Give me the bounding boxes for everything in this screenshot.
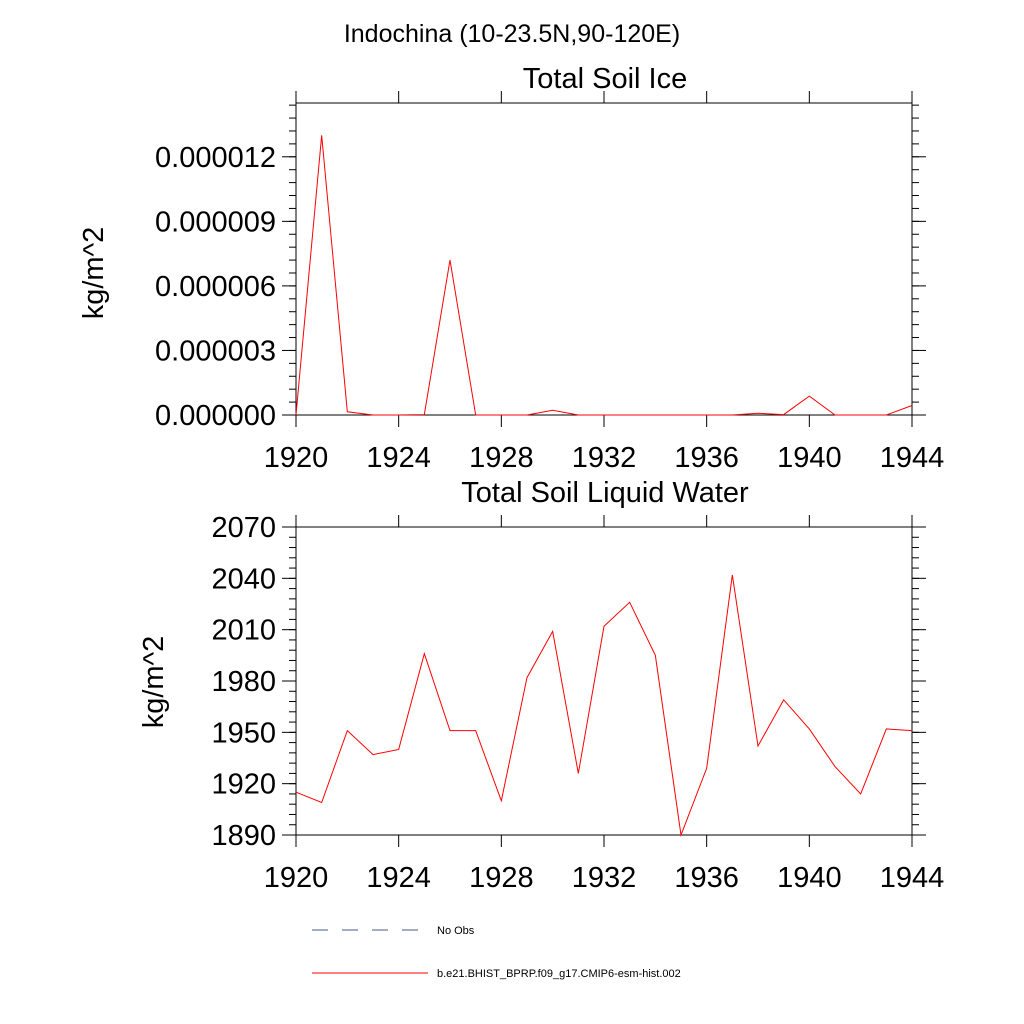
plot-frame: [295, 526, 913, 836]
y-axis-label: kg/m^2: [78, 227, 110, 320]
y-tick-label: 0.000000: [155, 400, 276, 432]
legend-label-model: b.e21.BHIST_BPRP.f09_g17.CMIP6-esm-hist.…: [437, 968, 681, 980]
y-tick-label: 0.000006: [155, 271, 276, 303]
chart-title: Total Soil Ice: [523, 63, 687, 95]
figure-title: Indochina (10-23.5N,90-120E): [344, 20, 680, 48]
x-tick-label: 1928: [469, 442, 534, 474]
chart-panel-total-soil-liquid-water: Total Soil Liquid Water kg/m^2 1920 1924 1…: [138, 477, 944, 894]
x-tick-label: 1936: [674, 442, 739, 474]
y-axis-label: kg/m^2: [138, 636, 170, 729]
x-tick-label: 1924: [366, 862, 431, 894]
y-tick-label: 2040: [211, 563, 276, 595]
legend-label-no-obs: No Obs: [437, 925, 475, 937]
y-tick-label: 1890: [211, 820, 276, 852]
y-tick-label: 1920: [211, 769, 276, 801]
y-tick-label: 0.000009: [155, 206, 276, 238]
x-tick-label: 1924: [366, 442, 431, 474]
legend: No Obs b.e21.BHIST_BPRP.f09_g17.CMIP6-es…: [312, 925, 681, 980]
x-tick-label: 1932: [572, 862, 637, 894]
x-tick-label: 1932: [572, 442, 637, 474]
y-tick-label: 0.000003: [155, 335, 276, 367]
x-tick-label: 1920: [264, 862, 329, 894]
y-tick-label: 2070: [211, 512, 276, 544]
y-tick-label: 0.000012: [155, 142, 276, 174]
x-tick-label: 1928: [469, 862, 534, 894]
x-tick-label: 1940: [777, 862, 842, 894]
y-tick-label: 2010: [211, 615, 276, 647]
y-tick-label: 1950: [211, 717, 276, 749]
x-tick-label: 1936: [674, 862, 739, 894]
x-tick-label: 1940: [777, 442, 842, 474]
series-line: [295, 574, 913, 837]
x-tick-label: 1944: [880, 862, 945, 894]
x-tick-label: 1944: [880, 442, 945, 474]
x-tick-label: 1920: [264, 442, 329, 474]
chart-title: Total Soil Liquid Water: [461, 477, 749, 509]
chart-panel-total-soil-ice: Total Soil Ice kg/m^2 1920 1924 1928 1932 19…: [78, 63, 944, 474]
plot-frame: [295, 102, 913, 416]
y-tick-label: 1980: [211, 666, 276, 698]
series-line: [295, 135, 913, 416]
